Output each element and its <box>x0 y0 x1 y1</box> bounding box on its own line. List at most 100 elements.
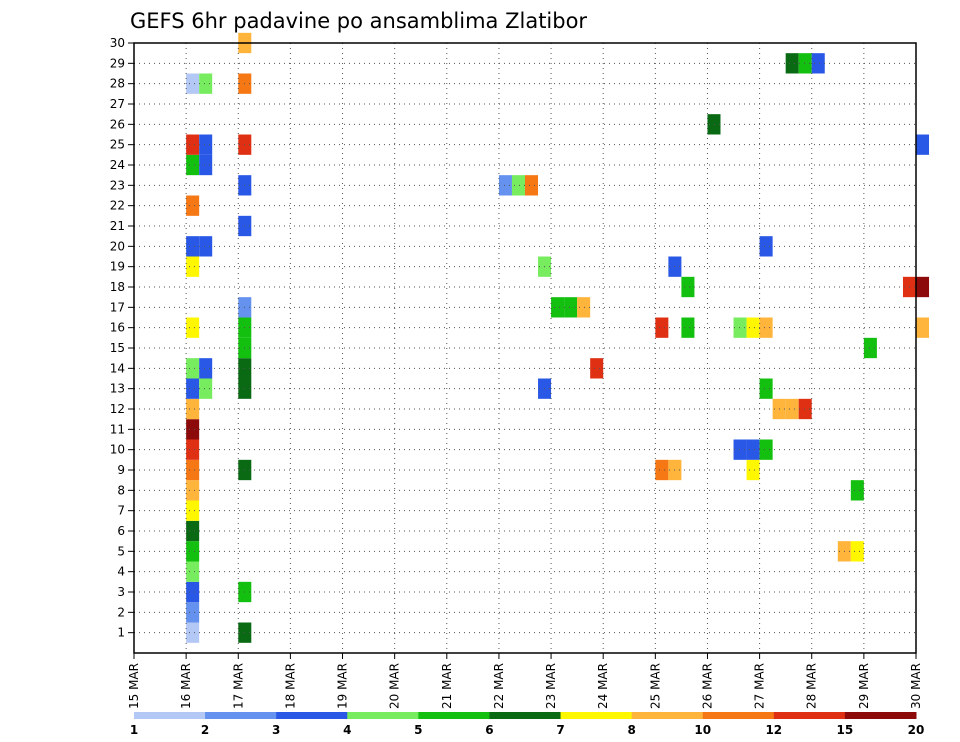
grid-lines <box>134 43 916 653</box>
y-tick-label: 28 <box>110 77 125 91</box>
colorbar-label: 7 <box>556 723 564 737</box>
colorbar: 1 2 3 4 5 6 7 8 10 12 15 20 <box>130 712 924 737</box>
precip-cell <box>186 398 200 420</box>
precip-cell <box>863 337 877 359</box>
colorbar-swatch <box>560 712 633 719</box>
colorbar-swatch <box>844 712 917 719</box>
x-tick-label: 27 MAR <box>753 663 767 709</box>
colorbar-swatch <box>276 712 348 719</box>
y-tick-label: 26 <box>110 117 125 131</box>
y-tick-label: 27 <box>110 97 125 111</box>
y-tick-label: 19 <box>110 260 125 274</box>
precip-cell <box>733 317 747 338</box>
precip-cell <box>186 73 200 94</box>
precip-cell <box>186 480 200 501</box>
precip-cell <box>186 622 200 643</box>
x-tick-label: 26 MAR <box>700 663 714 709</box>
x-tick-label: 25 MAR <box>648 663 662 709</box>
precip-cell <box>199 154 213 176</box>
colorbar-swatch <box>347 712 419 719</box>
y-tick-label: 8 <box>117 483 125 497</box>
chart-title: GEFS 6hr padavine po ansamblima Zlatibor <box>130 9 587 33</box>
precip-cell <box>746 317 760 338</box>
precip-cell <box>199 73 213 94</box>
x-tick-label: 19 MAR <box>336 663 350 709</box>
precip-cell <box>759 236 773 257</box>
x-tick-label: 28 MAR <box>805 663 819 709</box>
colorbar-label: 10 <box>694 723 711 737</box>
precip-cell <box>681 276 695 298</box>
y-tick-label: 9 <box>117 463 125 477</box>
x-tick-label: 18 MAR <box>283 663 297 709</box>
y-tick-label: 11 <box>110 422 125 436</box>
precip-cell <box>199 358 213 379</box>
x-tick-label: 20 MAR <box>388 663 402 709</box>
y-tick-label: 6 <box>117 524 125 538</box>
colorbar-label: 2 <box>201 723 209 737</box>
precip-cell <box>850 541 864 562</box>
precip-cell <box>511 175 525 196</box>
precip-cell <box>811 53 825 74</box>
y-tick-label: 13 <box>110 382 125 396</box>
precip-cell <box>916 134 930 155</box>
x-tick-label: 23 MAR <box>544 663 558 709</box>
colorbar-label: 6 <box>485 723 493 737</box>
precip-cell <box>746 459 760 481</box>
y-tick-label: 17 <box>110 300 125 314</box>
precip-cell <box>759 439 773 460</box>
precip-cell <box>707 114 721 135</box>
precip-cell <box>186 378 200 399</box>
precip-cell <box>577 297 591 318</box>
x-tick-label: 17 MAR <box>231 663 245 709</box>
y-tick-label: 10 <box>110 443 125 457</box>
precip-cell <box>798 53 812 74</box>
y-tick-label: 18 <box>110 280 125 294</box>
precip-cell <box>186 154 200 176</box>
x-tick-label: 24 MAR <box>596 663 610 709</box>
precip-cell <box>186 134 200 155</box>
y-tick-label: 12 <box>110 402 125 416</box>
colorbar-swatch <box>134 712 206 719</box>
precip-cell <box>590 358 604 379</box>
ensemble-cells <box>186 32 930 643</box>
precip-cell <box>186 195 200 216</box>
colorbar-swatch <box>773 712 846 719</box>
precip-cell <box>186 358 200 379</box>
x-tick-label: 22 MAR <box>492 663 506 709</box>
y-tick-label: 2 <box>117 605 125 619</box>
precip-cell <box>525 175 539 196</box>
y-tick-label: 14 <box>110 361 125 375</box>
precip-cell <box>186 561 200 582</box>
x-axis-ticks: 15 MAR 16 MAR 17 MAR 18 MAR 19 MAR 20 MAR 21 M… <box>127 653 923 709</box>
y-tick-label: 7 <box>117 504 125 518</box>
y-tick-label: 4 <box>117 565 125 579</box>
x-tick-label: 16 MAR <box>179 663 193 709</box>
y-tick-label: 16 <box>110 321 125 335</box>
y-tick-label: 29 <box>110 56 125 70</box>
colorbar-swatch <box>489 712 562 719</box>
precip-cell <box>655 459 669 481</box>
precip-cell <box>186 439 200 460</box>
y-tick-label: 3 <box>117 585 125 599</box>
colorbar-label: 5 <box>414 723 422 737</box>
x-tick-label: 15 MAR <box>127 663 141 709</box>
precip-cell <box>199 236 213 257</box>
precip-cell <box>186 236 200 257</box>
x-tick-label: 21 MAR <box>440 663 454 709</box>
precip-cell <box>186 459 200 481</box>
precip-cell <box>186 419 200 440</box>
x-tick-label: 30 MAR <box>909 663 923 709</box>
precip-cell <box>916 317 930 338</box>
precip-cell <box>186 317 200 338</box>
precip-cell <box>551 297 565 318</box>
precip-cell <box>655 317 669 338</box>
y-tick-label: 5 <box>117 544 125 558</box>
y-tick-label: 1 <box>117 626 125 640</box>
x-tick-label: 29 MAR <box>857 663 871 709</box>
colorbar-swatch <box>702 712 775 719</box>
colorbar-label: 12 <box>765 723 782 737</box>
colorbar-label: 4 <box>343 723 351 737</box>
precip-cell <box>186 520 200 542</box>
precip-cell <box>186 500 200 521</box>
